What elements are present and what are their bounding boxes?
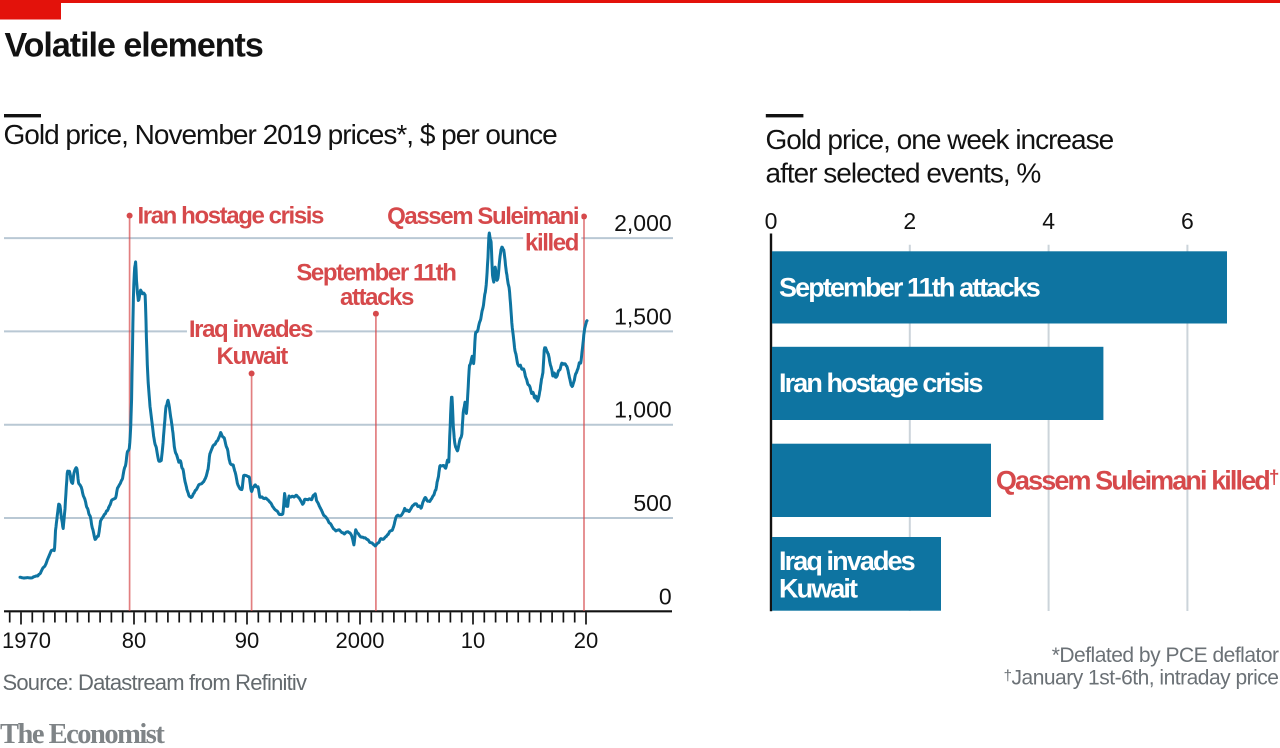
svg-text:2,000: 2,000 — [614, 210, 672, 236]
svg-text:20: 20 — [574, 628, 598, 653]
svg-text:September 11th: September 11th — [296, 259, 456, 286]
svg-text:10: 10 — [461, 628, 485, 653]
svg-text:6: 6 — [1181, 208, 1194, 234]
svg-text:Iran hostage crisis: Iran hostage crisis — [779, 368, 982, 398]
svg-text:after selected events, %: after selected events, % — [766, 158, 1041, 189]
svg-text:80: 80 — [122, 628, 146, 653]
svg-text:1970: 1970 — [2, 628, 51, 653]
svg-text:0: 0 — [659, 583, 672, 609]
svg-text:Iran hostage crisis: Iran hostage crisis — [138, 202, 325, 229]
svg-text:†January 1st-6th, intraday pri: †January 1st-6th, intraday price — [1004, 667, 1279, 690]
svg-text:*Deflated by PCE deflator: *Deflated by PCE deflator — [1052, 644, 1279, 667]
svg-text:Volatile elements: Volatile elements — [5, 27, 263, 65]
svg-text:2000: 2000 — [336, 628, 385, 653]
svg-text:1,000: 1,000 — [614, 397, 672, 423]
svg-text:killed: killed — [525, 230, 579, 257]
svg-text:1,500: 1,500 — [614, 303, 672, 329]
svg-text:The Economist: The Economist — [0, 719, 165, 748]
svg-text:500: 500 — [633, 490, 671, 516]
svg-text:2: 2 — [903, 208, 916, 234]
svg-text:attacks: attacks — [340, 284, 414, 311]
svg-text:Iraq invades: Iraq invades — [779, 546, 915, 576]
svg-text:September 11th attacks: September 11th attacks — [779, 273, 1040, 303]
svg-text:0: 0 — [765, 208, 778, 234]
svg-text:4: 4 — [1042, 208, 1055, 234]
svg-text:Iraq invades: Iraq invades — [189, 316, 313, 343]
svg-text:Qassem Suleimani killed†: Qassem Suleimani killed† — [996, 466, 1279, 496]
svg-text:90: 90 — [235, 628, 259, 653]
svg-text:Qassem Suleimani: Qassem Suleimani — [387, 203, 578, 230]
svg-text:Gold price, November 2019 pric: Gold price, November 2019 prices*, $ per… — [4, 119, 558, 150]
svg-text:Gold price, one week increase: Gold price, one week increase — [766, 124, 1114, 155]
svg-text:Kuwait: Kuwait — [779, 574, 858, 604]
svg-text:Source: Datastream from Refini: Source: Datastream from Refinitiv — [3, 670, 308, 695]
svg-text:Kuwait: Kuwait — [217, 343, 289, 370]
